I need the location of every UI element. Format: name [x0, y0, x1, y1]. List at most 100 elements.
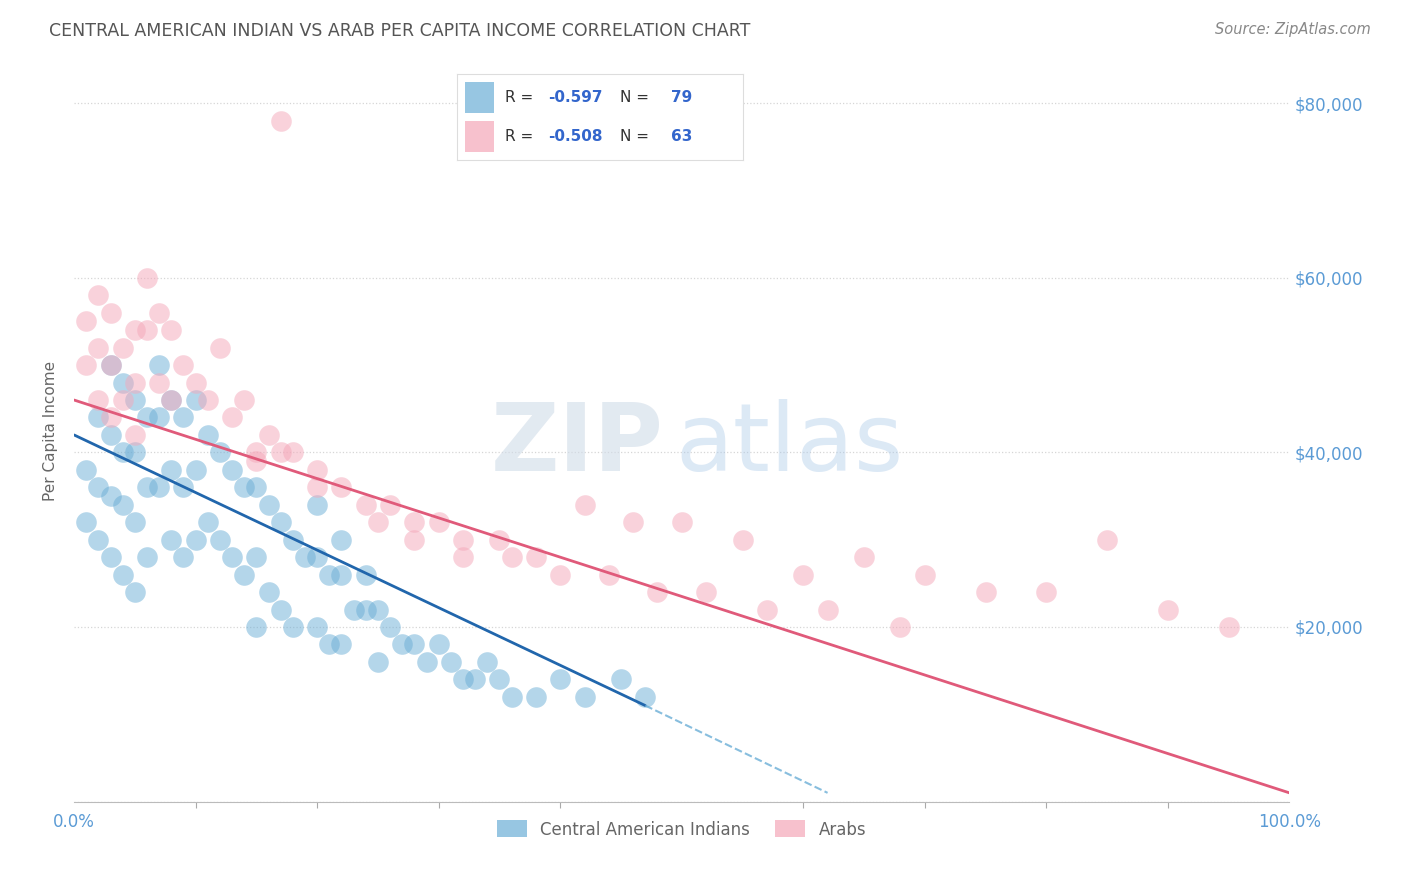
Point [477, 655, 499, 669]
Point [404, 637, 426, 651]
Point [574, 690, 596, 704]
Point [148, 480, 170, 494]
Point [307, 498, 329, 512]
Point [634, 690, 657, 704]
Point [148, 358, 170, 372]
Legend: Central American Indians, Arabs: Central American Indians, Arabs [491, 814, 873, 846]
Point [378, 498, 401, 512]
Point [87, 480, 110, 494]
Point [233, 567, 256, 582]
Point [197, 515, 219, 529]
Point [391, 637, 413, 651]
Point [488, 533, 510, 547]
Point [440, 655, 463, 669]
Point [307, 480, 329, 494]
Point [281, 533, 304, 547]
Point [367, 655, 389, 669]
Point [208, 533, 231, 547]
Point [330, 637, 353, 651]
Point [160, 392, 183, 407]
Point [367, 515, 389, 529]
Point [136, 550, 159, 565]
Point [197, 392, 219, 407]
Point [172, 550, 194, 565]
Point [136, 410, 159, 425]
Point [87, 288, 110, 302]
Point [245, 454, 267, 468]
Point [974, 585, 997, 599]
Point [731, 533, 754, 547]
Point [160, 463, 183, 477]
Point [245, 445, 267, 459]
Point [233, 480, 256, 494]
Point [197, 428, 219, 442]
Point [488, 673, 510, 687]
Point [111, 392, 134, 407]
Point [307, 620, 329, 634]
Text: atlas: atlas [676, 400, 904, 491]
Point [281, 445, 304, 459]
Point [574, 498, 596, 512]
Point [221, 410, 243, 425]
Point [354, 602, 377, 616]
Point [124, 445, 146, 459]
Point [245, 480, 267, 494]
Point [330, 533, 353, 547]
Point [75, 358, 97, 372]
Point [75, 515, 97, 529]
Point [354, 567, 377, 582]
Point [87, 533, 110, 547]
Text: Source: ZipAtlas.com: Source: ZipAtlas.com [1215, 22, 1371, 37]
Point [172, 358, 194, 372]
Point [184, 392, 207, 407]
Point [792, 567, 814, 582]
Point [160, 533, 183, 547]
Point [100, 358, 122, 372]
Point [257, 498, 280, 512]
Y-axis label: Per Capita Income: Per Capita Income [44, 360, 58, 500]
Point [464, 673, 486, 687]
Point [1157, 602, 1180, 616]
Point [330, 567, 353, 582]
Point [124, 515, 146, 529]
Point [136, 323, 159, 337]
Point [1095, 533, 1118, 547]
Point [148, 376, 170, 390]
Point [184, 533, 207, 547]
Point [160, 323, 183, 337]
Point [124, 428, 146, 442]
Point [257, 428, 280, 442]
Point [318, 637, 340, 651]
Point [184, 463, 207, 477]
Point [524, 550, 547, 565]
Point [172, 480, 194, 494]
Point [695, 585, 717, 599]
Point [451, 550, 474, 565]
Point [427, 515, 450, 529]
Point [100, 358, 122, 372]
Point [427, 637, 450, 651]
Point [281, 620, 304, 634]
Point [148, 306, 170, 320]
Point [75, 463, 97, 477]
Point [378, 620, 401, 634]
Point [100, 428, 122, 442]
Point [343, 602, 366, 616]
Point [330, 480, 353, 494]
Point [451, 533, 474, 547]
Point [270, 602, 292, 616]
Point [172, 410, 194, 425]
Point [914, 567, 936, 582]
Point [221, 463, 243, 477]
Point [548, 673, 571, 687]
Point [318, 567, 340, 582]
Point [87, 410, 110, 425]
Point [817, 602, 839, 616]
Point [415, 655, 437, 669]
Point [111, 567, 134, 582]
Point [111, 376, 134, 390]
Point [221, 550, 243, 565]
Point [184, 376, 207, 390]
Point [307, 463, 329, 477]
Point [160, 392, 183, 407]
